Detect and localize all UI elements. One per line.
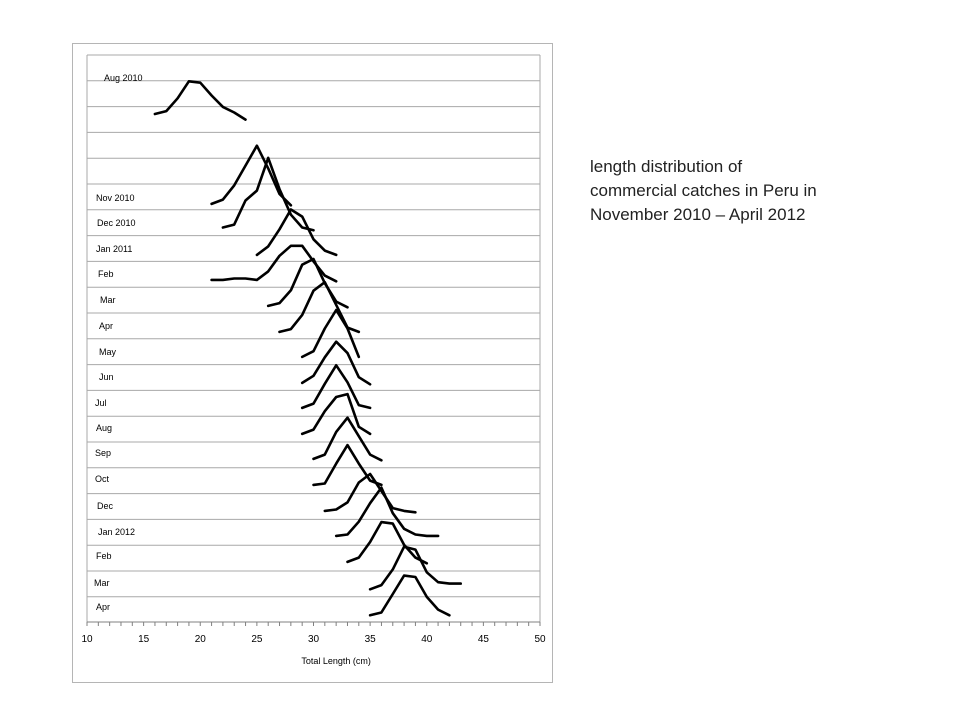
series-line [300,392,372,436]
series-label: Jul [95,398,107,408]
series-line [300,364,372,410]
series-line [334,486,440,538]
series-label: Mar [94,578,110,588]
x-axis-label: Total Length (cm) [301,656,371,666]
series-label: Feb [98,269,114,279]
series-label: Oct [95,474,110,484]
x-tick-label: 45 [478,634,490,645]
x-tick-label: 40 [421,634,433,645]
series-line [312,443,383,487]
x-tick-label: 15 [138,634,150,645]
x-tick-label: 30 [308,634,320,645]
series-label: May [99,347,117,357]
chart-caption: length distribution of commercial catche… [590,155,890,227]
series-label: Aug 2010 [104,73,143,83]
series-label: Sep [95,448,111,458]
series-line [312,416,383,462]
series-line [368,545,462,591]
series-line [221,156,315,232]
series-label: Nov 2010 [96,193,135,203]
x-tick-label: 25 [251,634,263,645]
series-label: Aug [96,423,112,433]
caption-line-1: length distribution of [590,157,743,176]
series-label: Jan 2012 [98,527,135,537]
caption-line-3: November 2010 – April 2012 [590,205,806,224]
series-label: Jan 2011 [96,244,132,254]
x-tick-label: 10 [81,634,93,645]
series-line [300,308,361,359]
x-tick-label: 20 [195,634,207,645]
x-tick-label: 50 [534,634,546,645]
series-line [255,208,338,257]
series-line [153,80,247,121]
series-line [346,520,429,565]
x-tick-label: 35 [365,634,377,645]
caption-line-2: commercial catches in Peru in [590,181,817,200]
series-line [210,144,293,207]
series-label: Dec 2010 [97,218,136,228]
series-line [300,340,372,386]
series-line [323,472,417,514]
series-line [210,244,338,283]
series-label: Apr [96,602,110,612]
series-label: Dec [97,501,114,511]
series-label: Apr [99,321,113,331]
chart-frame [72,43,553,683]
series-label: Mar [100,295,116,305]
series-line [368,574,451,617]
series-label: Jun [99,372,114,382]
series-label: Feb [96,551,112,561]
